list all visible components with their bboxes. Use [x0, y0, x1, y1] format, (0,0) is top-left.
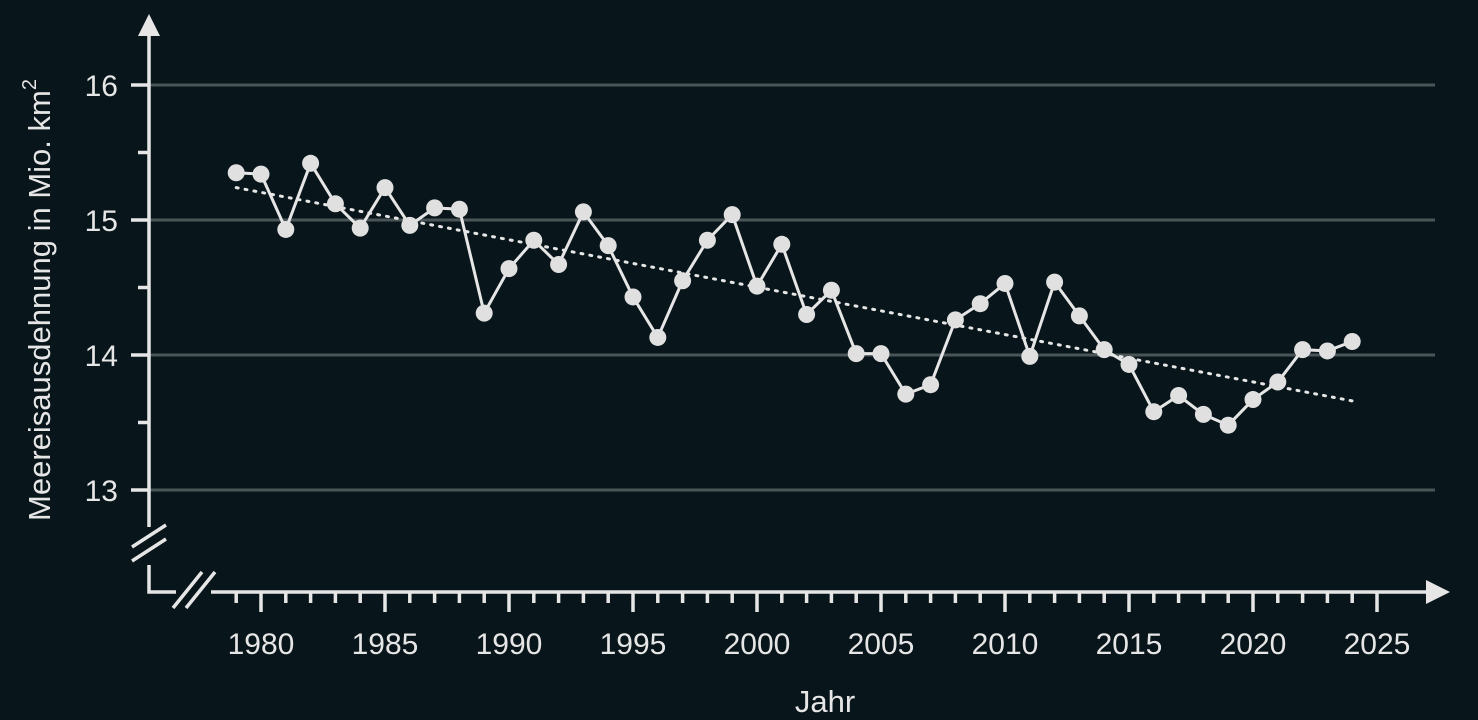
x-tick-label: 1990	[476, 628, 543, 661]
data-point	[376, 179, 394, 197]
data-point	[550, 256, 568, 274]
y-axis-label: Meereisausdehnung in Mio. km2	[19, 79, 57, 521]
y-tick-label: 13	[85, 475, 118, 508]
data-point	[574, 203, 592, 221]
data-point	[1194, 405, 1212, 423]
data-point	[971, 295, 989, 313]
data-point	[1070, 307, 1088, 325]
grid-lines	[149, 83, 1435, 492]
x-axis-break-mark	[171, 570, 217, 610]
data-point	[1021, 347, 1039, 365]
data-point	[1170, 387, 1188, 404]
data-point	[723, 206, 741, 224]
data-point	[922, 376, 940, 394]
data-point	[773, 235, 791, 253]
series-group	[227, 154, 1361, 434]
data-point	[1120, 355, 1138, 373]
data-point	[351, 219, 369, 237]
x-axis-arrow	[1426, 580, 1450, 604]
data-point	[1244, 391, 1262, 409]
data-point	[798, 306, 816, 323]
data-point	[1095, 341, 1113, 359]
data-point	[897, 385, 915, 403]
data-point	[996, 274, 1014, 292]
data-point	[1145, 403, 1163, 421]
data-point	[277, 220, 295, 238]
data-point	[227, 164, 245, 182]
data-point	[674, 272, 692, 290]
y-tick-label: 15	[85, 205, 118, 238]
data-point	[426, 199, 444, 217]
x-tick-label: 2020	[1220, 628, 1287, 661]
y-axis-label-text: Meereisausdehnung in Mio. km	[22, 90, 57, 521]
data-point	[450, 200, 468, 218]
x-tick-label: 2000	[724, 628, 791, 661]
y-axis-arrow	[138, 14, 160, 36]
x-tick-label: 2005	[848, 628, 915, 661]
data-point	[1219, 416, 1237, 434]
data-point	[302, 154, 320, 172]
y-tick-label: 14	[85, 340, 118, 373]
x-tick-label: 2025	[1344, 628, 1411, 661]
x-tick-label: 1980	[228, 628, 295, 661]
data-point	[624, 288, 642, 306]
data-point	[1294, 341, 1312, 359]
data-point	[475, 304, 493, 322]
data-point	[500, 260, 518, 278]
data-point	[748, 277, 766, 295]
data-point	[401, 216, 419, 234]
y-tick-label: 16	[85, 70, 118, 103]
y-axis-break-mark	[131, 523, 167, 563]
x-axis-label: Jahr	[795, 684, 855, 719]
y-ticks: 13 14 15 16	[85, 70, 149, 508]
data-point	[872, 345, 890, 363]
data-point	[1318, 342, 1336, 360]
data-point	[698, 231, 716, 249]
y-axis-label-superscript: 2	[19, 79, 41, 90]
x-tick-label: 2010	[972, 628, 1039, 661]
data-point	[946, 311, 964, 329]
trend-line-group	[234, 186, 1354, 403]
data-point	[822, 281, 840, 299]
data-point	[252, 165, 270, 183]
x-axis-line	[147, 565, 1430, 594]
axes	[131, 14, 1450, 610]
x-tick-label: 1985	[352, 628, 419, 661]
data-point	[1269, 373, 1287, 391]
data-point	[1046, 273, 1064, 291]
trend-line	[234, 186, 1354, 403]
x-tick-label: 2015	[1096, 628, 1163, 661]
data-point	[649, 328, 667, 346]
x-tick-label: 1995	[600, 628, 667, 661]
data-point	[847, 345, 865, 363]
data-point	[1343, 333, 1361, 350]
series-line	[236, 159, 1353, 427]
data-point	[525, 231, 543, 249]
data-point	[326, 195, 344, 213]
data-point	[599, 237, 617, 255]
x-ticks: 1980 1985 1990 1995 2000 2005 2010 2015 2020 2025	[228, 592, 1411, 661]
